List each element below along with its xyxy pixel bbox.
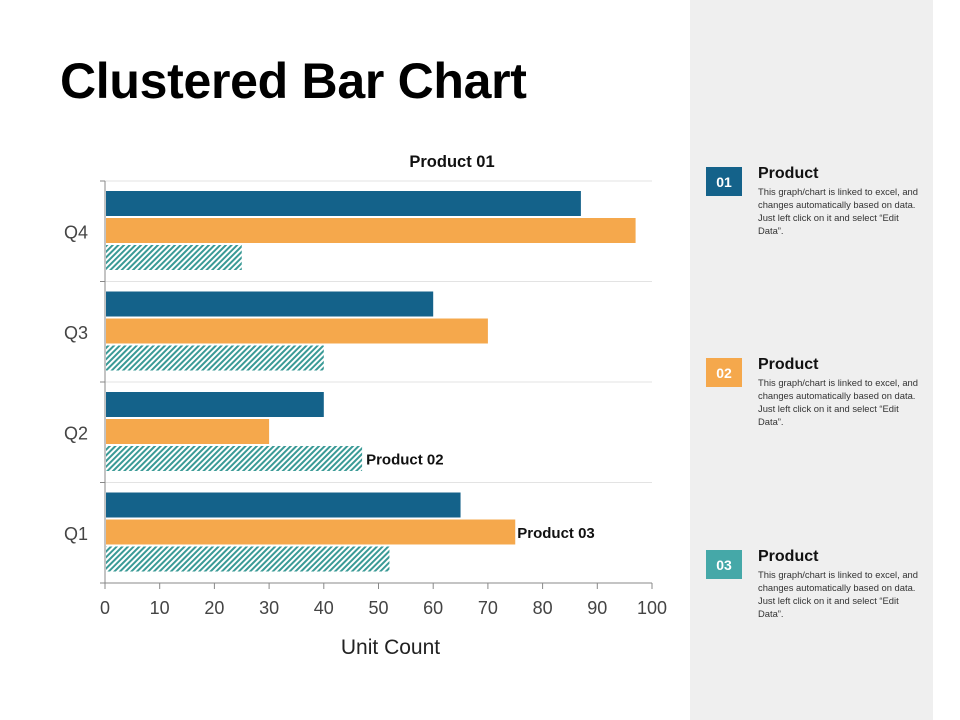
x-tick-label: 100 [637, 598, 667, 618]
clustered-bar-chart: Q1 Q2 Q3 Q4 0 10 20 30 40 50 60 70 80 90 100 Unit Count… [64, 153, 667, 659]
legend-desc-01: This graph/chart is linked to excel, and… [758, 186, 918, 236]
bar-q2-series-2 [106, 419, 270, 444]
bar-q3-series-3 [106, 345, 324, 371]
bar-q3-series-2 [106, 318, 488, 344]
legend-badge-02: 02 [706, 358, 742, 387]
legend-title-01: Product [758, 165, 819, 182]
x-tick-label: 90 [587, 598, 607, 618]
page-title: Clustered Bar Chart [60, 53, 527, 109]
x-tick-label: 50 [368, 598, 388, 618]
series-label-product-02: Product 02 [366, 452, 444, 469]
series-label-product-03: Product 03 [517, 525, 595, 542]
x-tick-label: 0 [100, 598, 110, 618]
bar-q4-series-2 [106, 218, 636, 243]
bar-q1-series-3 [106, 546, 390, 572]
bar-q2-series-1 [106, 392, 324, 417]
y-tick-label: Q4 [64, 222, 88, 242]
bar-q3-series-1 [106, 291, 434, 317]
bar-q4-series-3 [106, 245, 242, 270]
legend-title-02: Product [758, 356, 819, 373]
x-tick-label: 20 [204, 598, 224, 618]
bar-q1-series-1 [106, 492, 461, 518]
series-label-product-01: Product 01 [409, 153, 494, 171]
bar-q1-series-2 [106, 519, 516, 545]
legend-badge-03: 03 [706, 550, 742, 579]
legend-badge-01: 01 [706, 167, 742, 196]
x-tick-label: 70 [478, 598, 498, 618]
y-tick-label: Q3 [64, 323, 88, 343]
legend-desc-03: This graph/chart is linked to excel, and… [758, 569, 918, 619]
legend-desc-02: This graph/chart is linked to excel, and… [758, 377, 918, 427]
x-tick-label: 60 [423, 598, 443, 618]
x-tick-label: 40 [314, 598, 334, 618]
bar-q4-series-1 [106, 191, 581, 216]
y-tick-label: Q1 [64, 524, 88, 544]
x-tick-label: 80 [533, 598, 553, 618]
y-tick-label: Q2 [64, 423, 88, 443]
x-tick-label: 30 [259, 598, 279, 618]
bar-q2-series-3 [106, 446, 363, 471]
legend-title-03: Product [758, 548, 819, 565]
x-axis-title: Unit Count [341, 636, 440, 659]
x-tick-label: 10 [150, 598, 170, 618]
